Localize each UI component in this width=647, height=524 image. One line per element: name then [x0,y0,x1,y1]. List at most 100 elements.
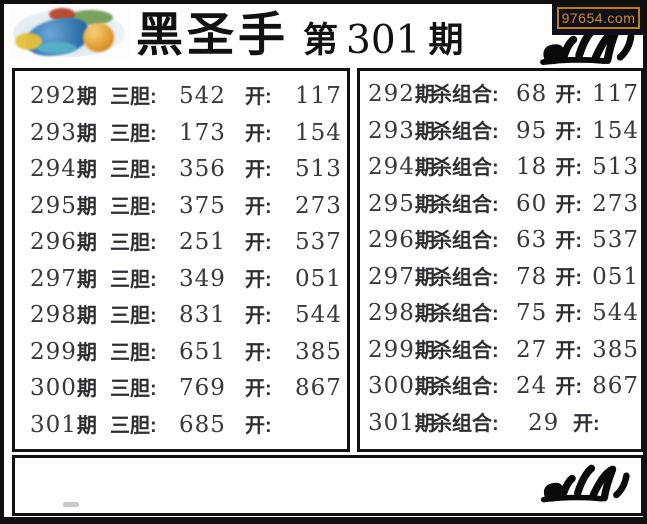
type-label: 三胆: [110,195,157,218]
period-number: 293 [368,117,415,144]
period-cell: 294 期 [30,153,110,182]
period-number: 296 [30,229,77,256]
predict-value: 78 [515,263,548,290]
open-value: 537 [295,229,342,256]
period-suffix: 期 [414,339,435,362]
type-label: 三胆: [110,414,157,437]
open-value: 544 [295,302,342,329]
table-row: 295 期 杀组合: 60 开: 273 [368,188,640,217]
period-suffix: 期 [414,412,435,435]
watermark-text: 97654.com [561,10,636,26]
period-suffix: 期 [414,157,435,180]
open-value: 385 [295,338,342,365]
predict-value: 651 [179,338,226,365]
period-number: 301 [368,409,415,436]
period-cell: 298 期 [368,297,435,327]
type-label: 杀组合: [432,230,499,253]
type-label: 三胆: [110,268,157,291]
page-title: 黑圣手 [136,10,289,62]
open-label: 开: [555,157,583,180]
period-suffix: 期 [76,232,97,255]
period-cell: 293 期 [368,115,435,144]
table-row: 299 期 杀组合: 27 开: 385 [368,334,640,363]
open-value: 385 [592,336,640,363]
open-value: 273 [592,190,640,217]
open-label: 开: [245,195,272,218]
open-value: 051 [592,263,640,290]
signature-scribble-bottom [539,458,631,510]
open-value: 051 [295,265,342,292]
logo-paint-blob [37,42,77,54]
header: 黑圣手 第 301 期 [4,4,643,62]
period-suffix: 期 [76,305,97,328]
type-label: 三胆: [110,159,157,182]
period-number: 298 [368,300,415,327]
table-row: 300 期 杀组合: 24 开: 867 [368,370,639,399]
table-row: 293 期 杀组合: 95 开: 154 [368,115,639,144]
period-number: 301 [30,411,77,438]
open-label: 开: [555,193,583,216]
period-cell: 293 期 [30,117,110,146]
table-row: 297 期 三胆: 349 开: 051 [30,263,343,292]
open-label: 开: [555,303,583,326]
open-label: 开: [245,341,272,364]
type-label: 三胆: [110,86,157,108]
open-value: 513 [592,154,640,181]
period-suffix: 期 [76,378,97,401]
open-label: 开: [555,266,583,289]
open-value: 544 [592,300,640,327]
type-label: 杀组合: [432,412,499,435]
period-number: 298 [30,302,77,329]
period-cell: 298 期 [30,299,110,328]
open-label: 开: [245,305,272,328]
table-row: 300 期 三胆: 769 开: 867 [30,372,343,402]
period-cell: 299 期 [368,334,435,363]
type-label: 三胆: [110,305,157,328]
type-label: 杀组合: [432,120,499,143]
table-row: 292 期 杀组合: 68 开: 117 [368,78,639,107]
predict-value: 831 [179,302,226,329]
footer-box [12,455,643,516]
type-label: 杀组合: [432,339,499,362]
period-suffix: 期 [414,266,435,289]
period-cell: 292 期 [30,80,110,109]
period-cell: 300 期 [368,370,435,399]
type-label: 三胆: [110,232,157,255]
type-label: 三胆: [110,122,157,145]
period-cell: 299 期 [30,336,110,365]
predict-value: 685 [179,411,226,438]
period-suffix: 期 [76,195,97,218]
predict-value: 60 [515,190,548,217]
type-label: 三胆: [110,378,157,401]
period-number: 297 [30,265,77,292]
period-cell: 296 期 [30,226,110,255]
predict-value: 251 [179,229,226,256]
open-label: 开: [245,268,272,291]
type-label: 杀组合: [432,303,499,326]
open-value: 867 [295,375,342,402]
period-number: 300 [30,375,77,402]
table-row: 294 期 三胆: 356 开: 513 [30,153,343,183]
type-label: 杀组合: [432,193,499,216]
kill-combo-table: 292 期 杀组合: 68 开: 117 293 期 杀组合: 95 开: 154 … [357,68,643,452]
period-cell: 296 期 [368,224,435,253]
period-number: 299 [30,338,77,365]
issue-suffix: 期 [428,21,464,61]
type-label: 杀组合: [432,84,499,106]
open-label: 开: [555,339,583,362]
predict-value: 95 [515,117,548,144]
title-block: 黑圣手 第 301 期 [136,4,463,62]
issue-number: 301 [346,18,421,63]
open-label: 开: [245,378,272,401]
logo-paint-blob [15,33,42,50]
period-cell: 292 期 [368,78,435,107]
predict-value: 542 [179,83,226,109]
table-row: 297 期 杀组合: 78 开: 051 [368,261,640,290]
predict-value: 356 [179,156,226,183]
table-row: 298 期 三胆: 831 开: 544 [30,299,343,329]
period-cell: 295 期 [368,188,435,217]
predict-value: 375 [179,192,226,219]
period-number: 299 [368,336,415,363]
open-label: 开: [245,86,272,108]
